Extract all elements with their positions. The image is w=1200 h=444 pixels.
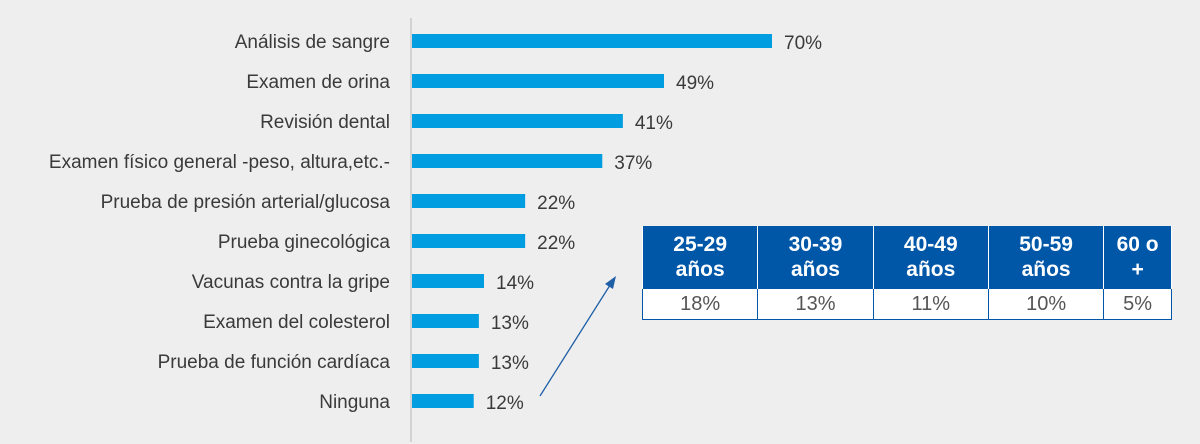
- bar-vacunas-contra-la-gripe: [412, 274, 484, 288]
- category-label-ninguna: Ninguna: [319, 392, 390, 413]
- age-value-50-59: 10%: [987, 288, 1105, 320]
- bar-prueba-de-presion-arterial-glucosa: [412, 194, 526, 208]
- value-label-analisis-de-sangre: 70%: [784, 33, 822, 54]
- bar-analisis-de-sangre: [412, 34, 772, 48]
- value-label-vacunas-contra-la-gripe: 14%: [496, 273, 534, 294]
- age-header-30-39: 30-39 años: [757, 226, 874, 289]
- bar-ninguna: [412, 394, 474, 408]
- age-header-40-49: 40-49 años: [872, 226, 989, 289]
- age-value-40-49: 11%: [872, 288, 989, 320]
- bar-revision-dental: [412, 114, 623, 128]
- value-label-prueba-de-funcion-cardiaca: 13%: [491, 353, 529, 374]
- category-label-revision-dental: Revisión dental: [260, 112, 390, 133]
- age-header-60-plus: 60 o +: [1103, 226, 1172, 289]
- pointer-arrow: [539, 281, 613, 397]
- category-label-examen-de-orina: Examen de orina: [246, 72, 390, 93]
- age-value-30-39: 13%: [757, 288, 874, 320]
- bar-prueba-de-funcion-cardiaca: [412, 354, 479, 368]
- category-label-prueba-de-presion-arterial-glucosa: Prueba de presión arterial/glucosa: [101, 192, 391, 213]
- age-table-value-row: 18% 13% 11% 10% 5%: [641, 288, 1172, 320]
- pointer-arrowhead: [605, 276, 616, 289]
- value-label-examen-de-orina: 49%: [676, 73, 714, 94]
- category-label-vacunas-contra-la-gripe: Vacunas contra la gripe: [192, 272, 390, 293]
- category-label-analisis-de-sangre: Análisis de sangre: [235, 32, 390, 53]
- age-breakdown-table: 25-29 años 30-39 años 40-49 años 50-59 a…: [641, 226, 1172, 320]
- age-header-50-59: 50-59 años: [987, 226, 1105, 289]
- value-label-examen-del-colesterol: 13%: [491, 313, 529, 334]
- value-label-ninguna: 12%: [486, 393, 524, 414]
- value-label-prueba-de-presion-arterial-glucosa: 22%: [537, 193, 575, 214]
- age-value-60-plus: 5%: [1103, 288, 1172, 320]
- age-header-25-29: 25-29 años: [641, 226, 759, 289]
- category-label-examen-fisico-general-peso-altura-etc: Examen físico general -peso, altura,etc.…: [49, 152, 390, 173]
- bar-examen-de-orina: [412, 74, 664, 88]
- category-label-examen-del-colesterol: Examen del colesterol: [203, 312, 390, 333]
- value-label-revision-dental: 41%: [635, 113, 673, 134]
- bar-examen-del-colesterol: [412, 314, 479, 328]
- value-label-examen-fisico-general-peso-altura-etc: 37%: [614, 153, 652, 174]
- bar-prueba-ginecologica: [412, 234, 526, 248]
- value-label-prueba-ginecologica: 22%: [537, 233, 575, 254]
- age-value-25-29: 18%: [641, 288, 759, 320]
- age-table-header-row: 25-29 años 30-39 años 40-49 años 50-59 a…: [641, 226, 1172, 289]
- bar-examen-fisico-general-peso-altura-etc: [412, 154, 603, 168]
- category-label-prueba-ginecologica: Prueba ginecológica: [218, 232, 391, 253]
- category-label-prueba-de-funcion-cardiaca: Prueba de función cardíaca: [158, 352, 391, 373]
